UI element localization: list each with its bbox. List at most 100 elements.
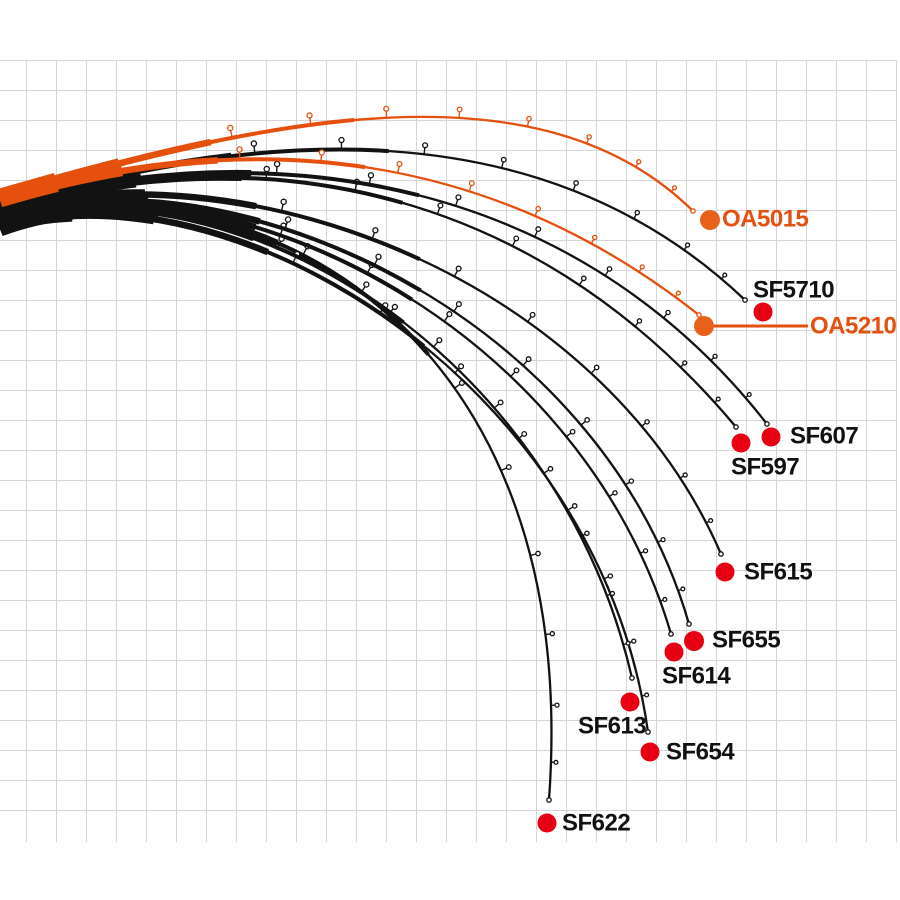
rod-label-SF607: SF607: [790, 422, 859, 450]
rod-guide-ring-icon: [682, 360, 688, 366]
rod-curve-SF654: [0, 206, 656, 735]
model-dot-OA5015: [700, 210, 720, 230]
rod-curve-SF607: [0, 160, 773, 429]
rod-guide-ring-icon: [526, 115, 532, 122]
rod-guide-ring-icon: [644, 692, 650, 698]
rod-guide-ring-icon: [446, 311, 453, 318]
rod-blank-taper-SF607: [0, 167, 772, 428]
rod-tip-guide-icon: [629, 675, 635, 681]
rod-guide-ring-icon: [273, 160, 281, 168]
model-dot-SF655: [684, 631, 704, 651]
rod-guide-ring-icon: [662, 596, 668, 603]
rod-guide-ring-icon: [644, 419, 650, 425]
rod-guide-ring-icon: [367, 172, 375, 179]
rod-label-SF5710: SF5710: [753, 276, 835, 304]
rod-guide-ring-icon: [338, 136, 345, 144]
rod-guide-ring-icon: [607, 573, 614, 579]
rod-blank-SF654: [0, 212, 650, 733]
rod-guide-ring-icon: [547, 465, 554, 472]
rod-guide-ring-icon: [612, 490, 618, 496]
rod-blank-taper-SF654: [0, 210, 652, 733]
rod-curve-SF622: [0, 201, 560, 803]
rod-guide-ring-icon: [722, 272, 728, 278]
model-dot-SF597: [731, 433, 751, 453]
rod-label-SF615: SF615: [744, 558, 813, 586]
rod-label-SF613: SF613: [578, 712, 647, 740]
rod-guide-ring-icon: [671, 185, 678, 191]
rod-blank-SF622: [0, 208, 553, 801]
rod-blank-SF615: [0, 193, 723, 555]
rod-guide-ring-icon: [505, 464, 512, 471]
rod-curve-SF655: [0, 193, 697, 627]
rod-guide-ring-icon: [513, 367, 520, 374]
rod-guide-ring-icon: [675, 290, 681, 296]
model-dot-SF654: [640, 742, 660, 762]
rod-guide-ring-icon: [684, 242, 691, 248]
rod-tip-guide-icon: [690, 208, 696, 214]
rod-tip-guide-icon: [742, 297, 748, 303]
rod-guide-ring-icon: [458, 363, 465, 370]
rod-blank-taper-SF622: [0, 205, 555, 801]
rod-guide-ring-icon: [593, 364, 600, 371]
rod-blank-SF614: [0, 203, 673, 635]
model-dot-SF613: [620, 692, 640, 712]
rod-guide-ring-icon: [436, 337, 443, 344]
rod-label-OA5015: OA5015: [722, 205, 809, 233]
rod-blank-taper-SF614: [0, 196, 679, 637]
rod-guide-ring-icon: [609, 590, 616, 597]
rod-guide-ring-icon: [573, 180, 579, 186]
rod-guide-ring-icon: [586, 134, 592, 140]
rod-label-SF654: SF654: [666, 738, 735, 766]
model-dot-SF615: [715, 562, 735, 582]
rod-guide-ring-icon: [746, 391, 752, 398]
rod-blank-taper-SF613: [0, 206, 634, 679]
rod-guide-ring-icon: [660, 536, 666, 543]
rod-guide-ring-icon: [642, 548, 649, 554]
rod-guide-ring-icon: [569, 428, 576, 435]
rod-guide-ring-icon: [226, 124, 234, 132]
rod-guide-ring-icon: [250, 140, 258, 147]
rod-tip-guide-icon: [645, 729, 651, 735]
rod-label-SF622: SF622: [562, 809, 631, 837]
rod-curve-SF615: [0, 187, 728, 557]
rod-tip-guide-icon: [764, 421, 770, 427]
rod-blank-taper-SF613: [0, 202, 638, 680]
rod-blank-taper-SF622: [0, 203, 557, 801]
rod-guide-ring-icon: [263, 165, 271, 173]
rod-tip-guide-icon: [686, 621, 692, 627]
rod-guide-ring-icon: [422, 142, 429, 149]
rod-guide-ring-icon: [375, 253, 382, 260]
rod-guide-ring-icon: [455, 265, 462, 272]
rod-blank-taper-OA5210: [0, 154, 703, 320]
rod-guide-ring-icon: [571, 503, 578, 509]
rod-guide-ring-icon: [665, 309, 671, 316]
rod-tip-guide-icon: [546, 797, 552, 803]
rod-guide-ring-icon: [535, 205, 542, 212]
rod-blank-taper-SF615: [0, 192, 723, 555]
rod-guide-ring-icon: [554, 702, 560, 708]
model-dot-OA5210: [694, 316, 714, 336]
rod-guide-ring-icon: [584, 417, 590, 423]
rod-blank-taper-SF614: [0, 202, 673, 635]
rod-guide-ring-icon: [636, 318, 643, 324]
rod-guide-ring-icon: [284, 216, 292, 223]
rod-guide-ring-icon: [456, 106, 463, 113]
model-dot-SF5710: [753, 302, 773, 322]
rod-guide-ring-icon: [553, 759, 559, 765]
rod-blank-SF613: [0, 206, 634, 679]
rod-label-SF655: SF655: [712, 626, 781, 654]
rod-guide-ring-icon: [535, 550, 541, 557]
rod-guide-ring-icon: [306, 112, 313, 119]
rod-guide-ring-icon: [318, 149, 325, 156]
rod-curve-SF614: [0, 196, 679, 637]
rod-guide-ring-icon: [391, 303, 399, 311]
rod-blank-taper-SF654: [0, 206, 656, 734]
rod-blank-taper-SF615: [0, 187, 728, 557]
rod-tip-guide-icon: [718, 551, 724, 557]
rod-blank-taper-SF654: [0, 208, 654, 733]
rod-guide-ring-icon: [549, 630, 556, 637]
rod-guide-ring-icon: [363, 281, 370, 288]
rod-guide-ring-icon: [236, 146, 243, 153]
rod-label-SF614: SF614: [662, 662, 731, 690]
rod-guide-ring-icon: [535, 226, 542, 233]
